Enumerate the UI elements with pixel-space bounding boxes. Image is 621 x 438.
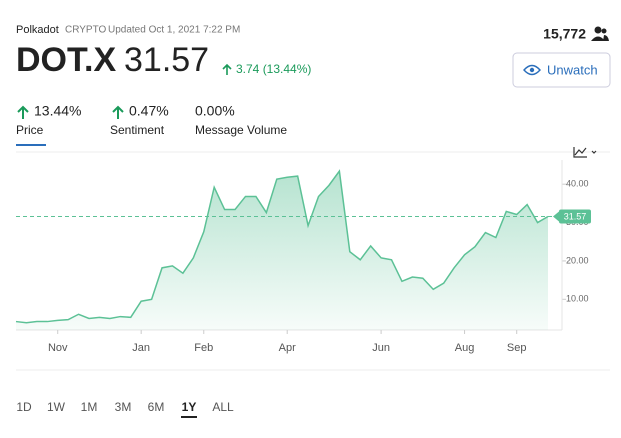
- y-tick-label: 40.00: [566, 179, 589, 189]
- area: [16, 171, 548, 330]
- up-arrow: [112, 105, 124, 119]
- range-selector: 1D 1W 1M 3M 6M 1Y ALL: [16, 400, 234, 418]
- tab[interactable]: 0.00% Message Volume: [195, 103, 287, 137]
- tab-underline: [16, 144, 46, 146]
- plot: 10.0020.0030.0040.00NovJanFebAprJunAugSe…: [15, 160, 591, 354]
- range-button[interactable]: 1M: [81, 400, 98, 414]
- chart-type-icon[interactable]: [573, 147, 597, 158]
- button-label[interactable]: Unwatch: [547, 62, 598, 77]
- tab-value[interactable]: 13.44%: [34, 103, 81, 119]
- y-tick-label: 20.00: [566, 255, 589, 265]
- x-tick-label: Apr: [279, 342, 296, 354]
- last-price-box: [559, 209, 591, 224]
- range-button[interactable]: 1D: [16, 400, 32, 414]
- eye-icon: [523, 64, 541, 76]
- symbol: DOT.X: [16, 41, 116, 79]
- x-tick-label: Jan: [132, 342, 150, 354]
- x-tick-label: Sep: [507, 342, 527, 354]
- people-icon: [591, 26, 609, 41]
- up-arrow: [222, 63, 232, 75]
- updated: Updated Oct 1, 2021 7:22 PM: [108, 25, 240, 36]
- asset-name: Polkadot: [16, 24, 59, 36]
- x-tick-label: Aug: [455, 342, 475, 354]
- tab-label[interactable]: Price: [16, 123, 44, 137]
- range-button[interactable]: 1W: [47, 400, 66, 414]
- tab-value[interactable]: 0.47%: [129, 103, 169, 119]
- range-button[interactable]: 3M: [115, 400, 132, 414]
- asset-class: CRYPTO: [65, 25, 107, 36]
- last-price-label: 31.57: [564, 211, 587, 221]
- price-change: 3.74 (13.44%): [236, 62, 311, 76]
- range-button[interactable]: ALL: [212, 400, 234, 414]
- x-tick-label: Jun: [372, 342, 390, 354]
- eye-pupil: [529, 67, 535, 73]
- x-tick-label: Nov: [48, 342, 68, 354]
- unwatch-button[interactable]: Unwatch: [512, 52, 611, 88]
- watchers: 15,772: [543, 26, 586, 42]
- line: [15, 169, 549, 324]
- tab-label[interactable]: Message Volume: [195, 123, 287, 137]
- tab-value[interactable]: 0.00%: [195, 103, 235, 119]
- last-price-pointer: [553, 211, 559, 222]
- tab[interactable]: 13.44% Price: [16, 103, 81, 137]
- up-arrow: [17, 105, 29, 119]
- x-tick-label: Feb: [194, 342, 213, 354]
- range-button[interactable]: 1Y: [182, 400, 197, 414]
- y-tick-label: 10.00: [566, 294, 589, 304]
- price: 31.57: [124, 41, 209, 79]
- tab[interactable]: 0.47% Sentiment: [110, 103, 169, 137]
- button-frame[interactable]: [512, 52, 611, 88]
- range-underline: [181, 416, 197, 418]
- tab-label[interactable]: Sentiment: [110, 123, 165, 137]
- range-button[interactable]: 6M: [148, 400, 165, 414]
